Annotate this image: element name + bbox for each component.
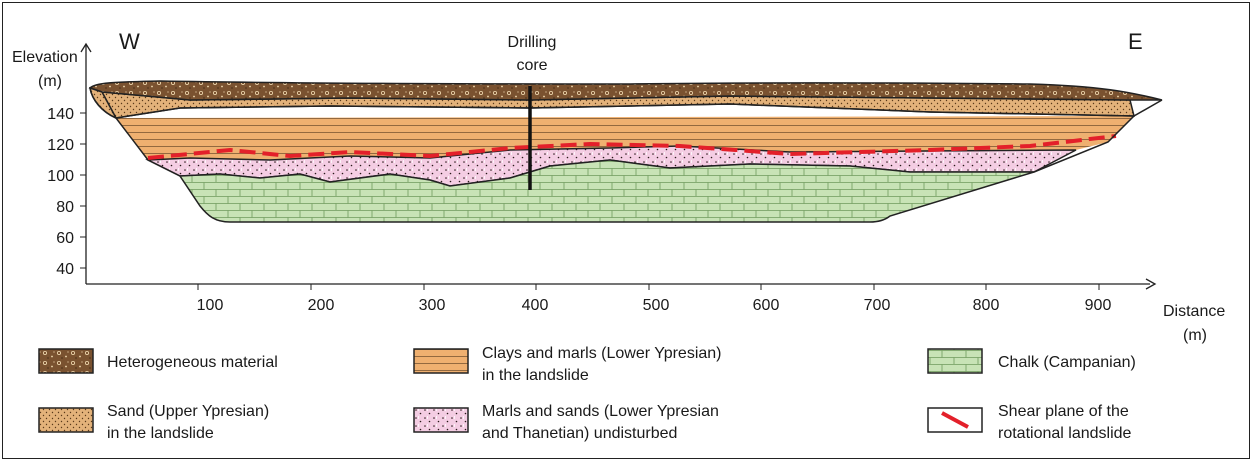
legend-label: and Thanetian) undisturbed xyxy=(482,425,677,442)
x-tick-label: 500 xyxy=(643,297,670,314)
x-tick-label: 400 xyxy=(522,297,549,314)
chalk-layer xyxy=(178,159,1035,223)
landslide-section xyxy=(88,80,1163,223)
clay-top-boundary xyxy=(115,103,1135,119)
legend-label: in the landslide xyxy=(107,425,214,442)
x-ticks xyxy=(197,284,1100,290)
x-tick-label: 800 xyxy=(973,297,1000,314)
shear-plane xyxy=(147,134,1117,160)
x-tick-label: 200 xyxy=(308,297,335,314)
x-tick-label: 100 xyxy=(197,297,224,314)
y-tick-label: 120 xyxy=(47,137,74,154)
axes xyxy=(80,42,1157,290)
west-label: W xyxy=(119,29,140,54)
x-axis-label: Distance xyxy=(1163,303,1225,320)
legend-label: in the landslide xyxy=(482,367,589,384)
legend-label: Shear plane of the xyxy=(998,403,1129,420)
section-right-slope xyxy=(1033,99,1163,173)
y-tick-label: 80 xyxy=(56,199,74,216)
x-tick-label: 600 xyxy=(753,297,780,314)
y-ticks xyxy=(80,112,86,269)
heterogeneous-layer xyxy=(88,80,1163,101)
clay-layer xyxy=(116,116,1134,160)
y-tick-label: 60 xyxy=(56,230,74,247)
drilling-core-label-2: core xyxy=(516,57,547,74)
x-tick-label: 900 xyxy=(1085,297,1112,314)
legend-label: Clays and marls (Lower Ypresian) xyxy=(482,345,722,362)
drilling-core-label: Drilling xyxy=(508,34,557,51)
legend-swatch-heterogeneous xyxy=(38,348,94,374)
x-tick-label: 300 xyxy=(419,297,446,314)
legend-label: Sand (Upper Ypresian) xyxy=(107,403,269,420)
y-tick-label: 40 xyxy=(56,261,74,278)
legend-label: Heterogeneous material xyxy=(107,354,278,371)
x-tick-label: 700 xyxy=(864,297,891,314)
legend-label: Marls and sands (Lower Ypresian xyxy=(482,403,719,420)
x-axis-unit: (m) xyxy=(1183,327,1207,344)
shear-plane-legend-mark xyxy=(941,411,969,429)
y-tick-label: 100 xyxy=(47,168,74,185)
y-tick-label: 140 xyxy=(47,106,74,123)
legend-swatch-marl-sand xyxy=(413,407,469,433)
y-axis-label: Elevation xyxy=(12,49,78,66)
legend: Heterogeneous material Clays and marls (… xyxy=(38,345,1136,442)
legend-swatch-sand xyxy=(38,407,94,433)
legend-label: rotational landslide xyxy=(998,425,1132,442)
legend-label: Chalk (Campanian) xyxy=(998,354,1136,371)
legend-swatch-clay xyxy=(413,348,469,374)
legend-swatch-chalk xyxy=(927,348,983,374)
y-axis-unit: (m) xyxy=(38,73,62,90)
east-label: E xyxy=(1128,29,1143,54)
